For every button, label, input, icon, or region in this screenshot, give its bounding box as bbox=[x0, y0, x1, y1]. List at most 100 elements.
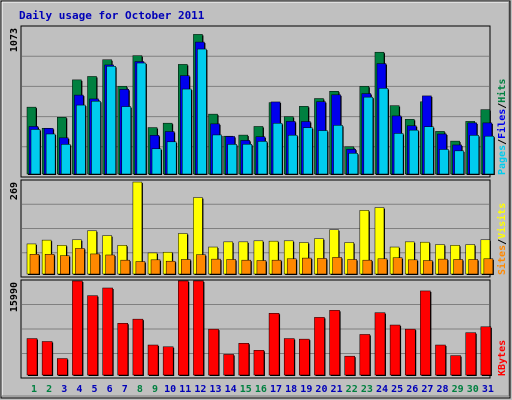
bar-sites-day-13 bbox=[211, 258, 221, 275]
panel-visits-sites: 269 Sites/Visits bbox=[9, 179, 508, 278]
bar-pages-day-16 bbox=[257, 141, 268, 175]
y-max-label: 1073 bbox=[9, 28, 20, 52]
bar-pages-day-17 bbox=[272, 123, 283, 175]
bar-sites-day-19 bbox=[302, 257, 312, 275]
bar-kbytes-day-7 bbox=[117, 323, 129, 376]
bar-sites-day-15 bbox=[241, 259, 252, 275]
x-tick-label-day-6: 6 bbox=[107, 384, 113, 395]
bar-kbytes-day-30 bbox=[465, 332, 476, 376]
bar-pages-day-4 bbox=[76, 104, 86, 175]
bar-sites-day-8 bbox=[135, 261, 146, 275]
bar-sites-day-31 bbox=[483, 258, 494, 275]
x-tick-label-day-20: 20 bbox=[315, 384, 327, 395]
x-tick-label-day-8: 8 bbox=[137, 384, 143, 395]
bar-kbytes-day-17 bbox=[268, 313, 280, 376]
bar-pages-day-29 bbox=[454, 150, 464, 175]
x-tick-label-day-12: 12 bbox=[194, 384, 206, 395]
legend-bottom: KBytes bbox=[497, 340, 508, 376]
y-max-label: 269 bbox=[9, 182, 20, 200]
y-max-label: 15990 bbox=[9, 282, 20, 312]
chart-title: Daily usage for October 2011 bbox=[19, 9, 205, 22]
bar-sites-day-22 bbox=[347, 259, 357, 275]
bar-sites-day-24 bbox=[377, 258, 388, 275]
bar-sites-day-10 bbox=[165, 260, 176, 275]
bar-sites-day-5 bbox=[90, 253, 100, 275]
legend-item: Visits bbox=[496, 203, 508, 239]
legend-item: Hits bbox=[496, 79, 508, 103]
bar-pages-day-23 bbox=[363, 96, 374, 175]
bar-pages-day-18 bbox=[287, 134, 298, 175]
x-tick-label-day-31: 31 bbox=[482, 384, 494, 395]
bar-sites-day-2 bbox=[44, 254, 55, 275]
bar-pages-day-11 bbox=[182, 88, 192, 175]
x-tick-label-day-19: 19 bbox=[300, 384, 312, 395]
legend-middle: Sites/Visits bbox=[496, 203, 508, 275]
x-tick-label-day-21: 21 bbox=[331, 384, 343, 395]
legend-item: / bbox=[497, 239, 508, 245]
bar-sites-day-27 bbox=[423, 260, 433, 275]
bar-kbytes-day-24 bbox=[374, 312, 386, 376]
bar-kbytes-day-10 bbox=[162, 346, 174, 376]
x-tick-label-day-14: 14 bbox=[225, 384, 237, 395]
x-tick-label-day-22: 22 bbox=[346, 384, 358, 395]
x-axis-labels: 1 2 3 4 5 6 7 8 9 10 11 12 13 14 15 16 17 18 19 20 21 22 23 24 2… bbox=[31, 384, 494, 395]
bar-pages-day-22 bbox=[348, 153, 358, 175]
panel-hits-files-pages: 1073 Pages/Files/Hits bbox=[9, 25, 508, 178]
bar-sites-day-21 bbox=[332, 257, 342, 275]
bar-kbytes-day-31 bbox=[480, 326, 492, 376]
legend-item: Sites bbox=[496, 245, 508, 275]
bar-pages-day-14 bbox=[227, 144, 237, 175]
bar-sites-day-12 bbox=[196, 254, 206, 275]
bar-kbytes-day-14 bbox=[223, 354, 234, 376]
bar-sites-day-16 bbox=[256, 260, 267, 275]
x-tick-label-day-25: 25 bbox=[391, 384, 403, 395]
legend-item: KBytes bbox=[497, 340, 508, 376]
bar-sites-day-1 bbox=[29, 254, 40, 275]
legend-item: / bbox=[497, 103, 508, 109]
bar-pages-day-26 bbox=[408, 129, 419, 175]
x-tick-label-day-18: 18 bbox=[285, 384, 297, 395]
legend-item: / bbox=[497, 139, 508, 145]
bar-sites-day-20 bbox=[317, 258, 327, 275]
bar-kbytes-day-23 bbox=[359, 334, 371, 376]
bar-pages-day-20 bbox=[318, 130, 328, 175]
x-tick-label-day-17: 17 bbox=[270, 384, 282, 395]
bar-kbytes-day-26 bbox=[404, 328, 416, 376]
bar-pages-day-15 bbox=[242, 144, 253, 175]
legend-top: Pages/Files/Hits bbox=[496, 79, 508, 175]
x-tick-label-day-30: 30 bbox=[467, 384, 479, 395]
bar-pages-day-3 bbox=[61, 144, 71, 175]
bar-pages-day-31 bbox=[484, 135, 495, 175]
bar-pages-day-27 bbox=[424, 126, 434, 175]
x-tick-label-day-10: 10 bbox=[164, 384, 176, 395]
bar-kbytes-day-11 bbox=[178, 280, 189, 376]
bar-kbytes-day-3 bbox=[57, 358, 68, 376]
panels-group: 1073Pages/Files/Hits269Sites/Visits15990… bbox=[9, 25, 508, 379]
x-tick-label-day-28: 28 bbox=[436, 384, 448, 395]
bar-pages-day-25 bbox=[393, 133, 404, 175]
bar-sites-day-23 bbox=[362, 259, 373, 275]
bar-kbytes-day-22 bbox=[344, 355, 355, 376]
x-tick-label-day-3: 3 bbox=[61, 384, 67, 395]
bar-pages-day-21 bbox=[333, 125, 343, 175]
bar-kbytes-day-15 bbox=[238, 343, 250, 376]
bar-sites-day-26 bbox=[407, 259, 418, 275]
bar-kbytes-day-6 bbox=[102, 287, 113, 376]
bar-pages-day-8 bbox=[136, 62, 147, 175]
x-tick-label-day-16: 16 bbox=[255, 384, 267, 395]
bar-pages-day-7 bbox=[121, 106, 132, 175]
bar-kbytes-day-16 bbox=[253, 350, 265, 376]
x-tick-label-day-13: 13 bbox=[210, 384, 222, 395]
bar-sites-day-3 bbox=[60, 255, 70, 275]
panel-kbytes: 15990 KBytes bbox=[9, 279, 508, 379]
x-tick-label-day-2: 2 bbox=[46, 384, 52, 395]
bar-kbytes-day-18 bbox=[283, 338, 295, 376]
bar-pages-day-5 bbox=[91, 101, 101, 175]
bar-sites-day-6 bbox=[105, 254, 115, 275]
x-tick-label-day-7: 7 bbox=[122, 384, 128, 395]
x-tick-label-day-26: 26 bbox=[406, 384, 418, 395]
x-tick-label-day-15: 15 bbox=[240, 384, 252, 395]
bar-visits-day-8 bbox=[132, 181, 143, 275]
x-tick-label-day-11: 11 bbox=[179, 384, 191, 395]
